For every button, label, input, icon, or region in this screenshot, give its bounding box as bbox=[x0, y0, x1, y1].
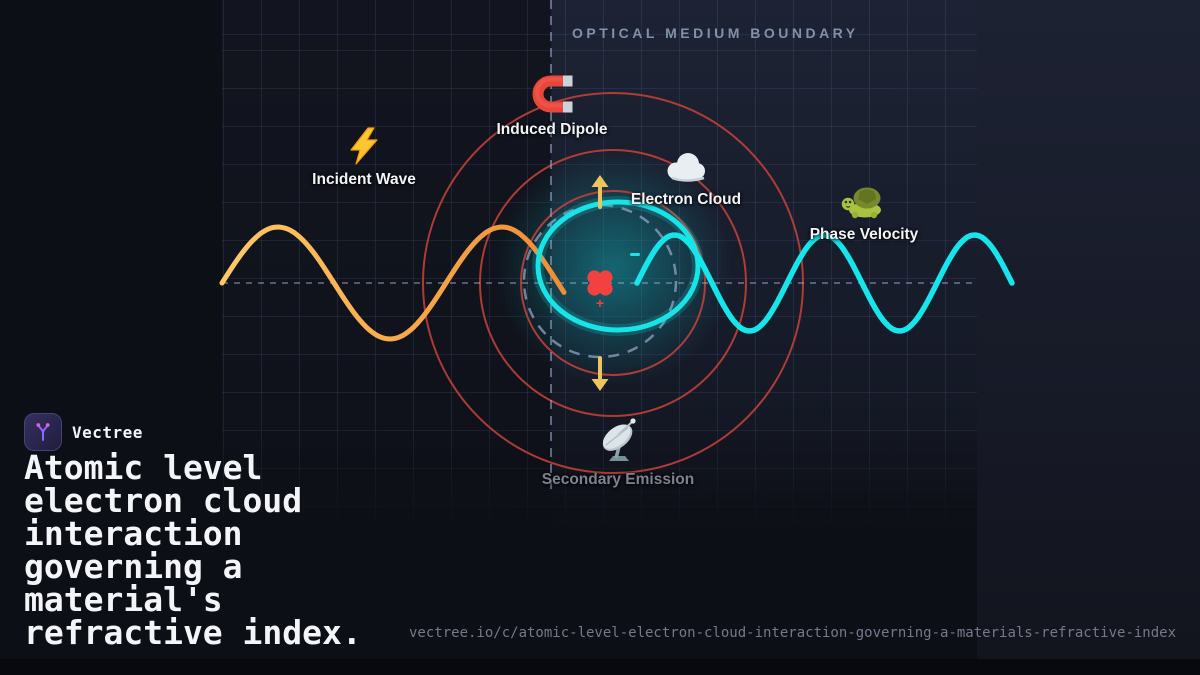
url-link[interactable]: vectree.io/c/atomic-level-electron-cloud… bbox=[409, 625, 1177, 641]
bottom-strip bbox=[0, 659, 1200, 675]
electron-cloud-boundary bbox=[535, 199, 701, 333]
minus-charge-sign bbox=[630, 253, 640, 256]
refracted-wave-curve bbox=[634, 232, 1015, 334]
page-title: Atomic level electron cloud interaction … bbox=[24, 448, 362, 652]
optical-medium-boundary-label: OPTICAL MEDIUM BOUNDARY bbox=[572, 25, 859, 41]
right-background bbox=[977, 0, 1200, 675]
vectree-logo bbox=[24, 413, 62, 451]
grid-panel bbox=[222, 0, 977, 548]
oscillation-arrow-up-head bbox=[591, 175, 609, 187]
nucleus bbox=[593, 276, 607, 290]
rest-position-circle bbox=[522, 203, 678, 359]
oscillation-arrow-down-head bbox=[591, 379, 609, 391]
electron-cloud-glow bbox=[496, 150, 732, 386]
vectree-branch-icon bbox=[36, 423, 50, 441]
brand-name: Vectree bbox=[72, 422, 143, 442]
plus-charge-sign: + bbox=[596, 295, 604, 311]
grid-fade bbox=[222, 418, 977, 548]
incident-wave-curve bbox=[219, 224, 567, 342]
brand: Vectree bbox=[24, 413, 143, 451]
